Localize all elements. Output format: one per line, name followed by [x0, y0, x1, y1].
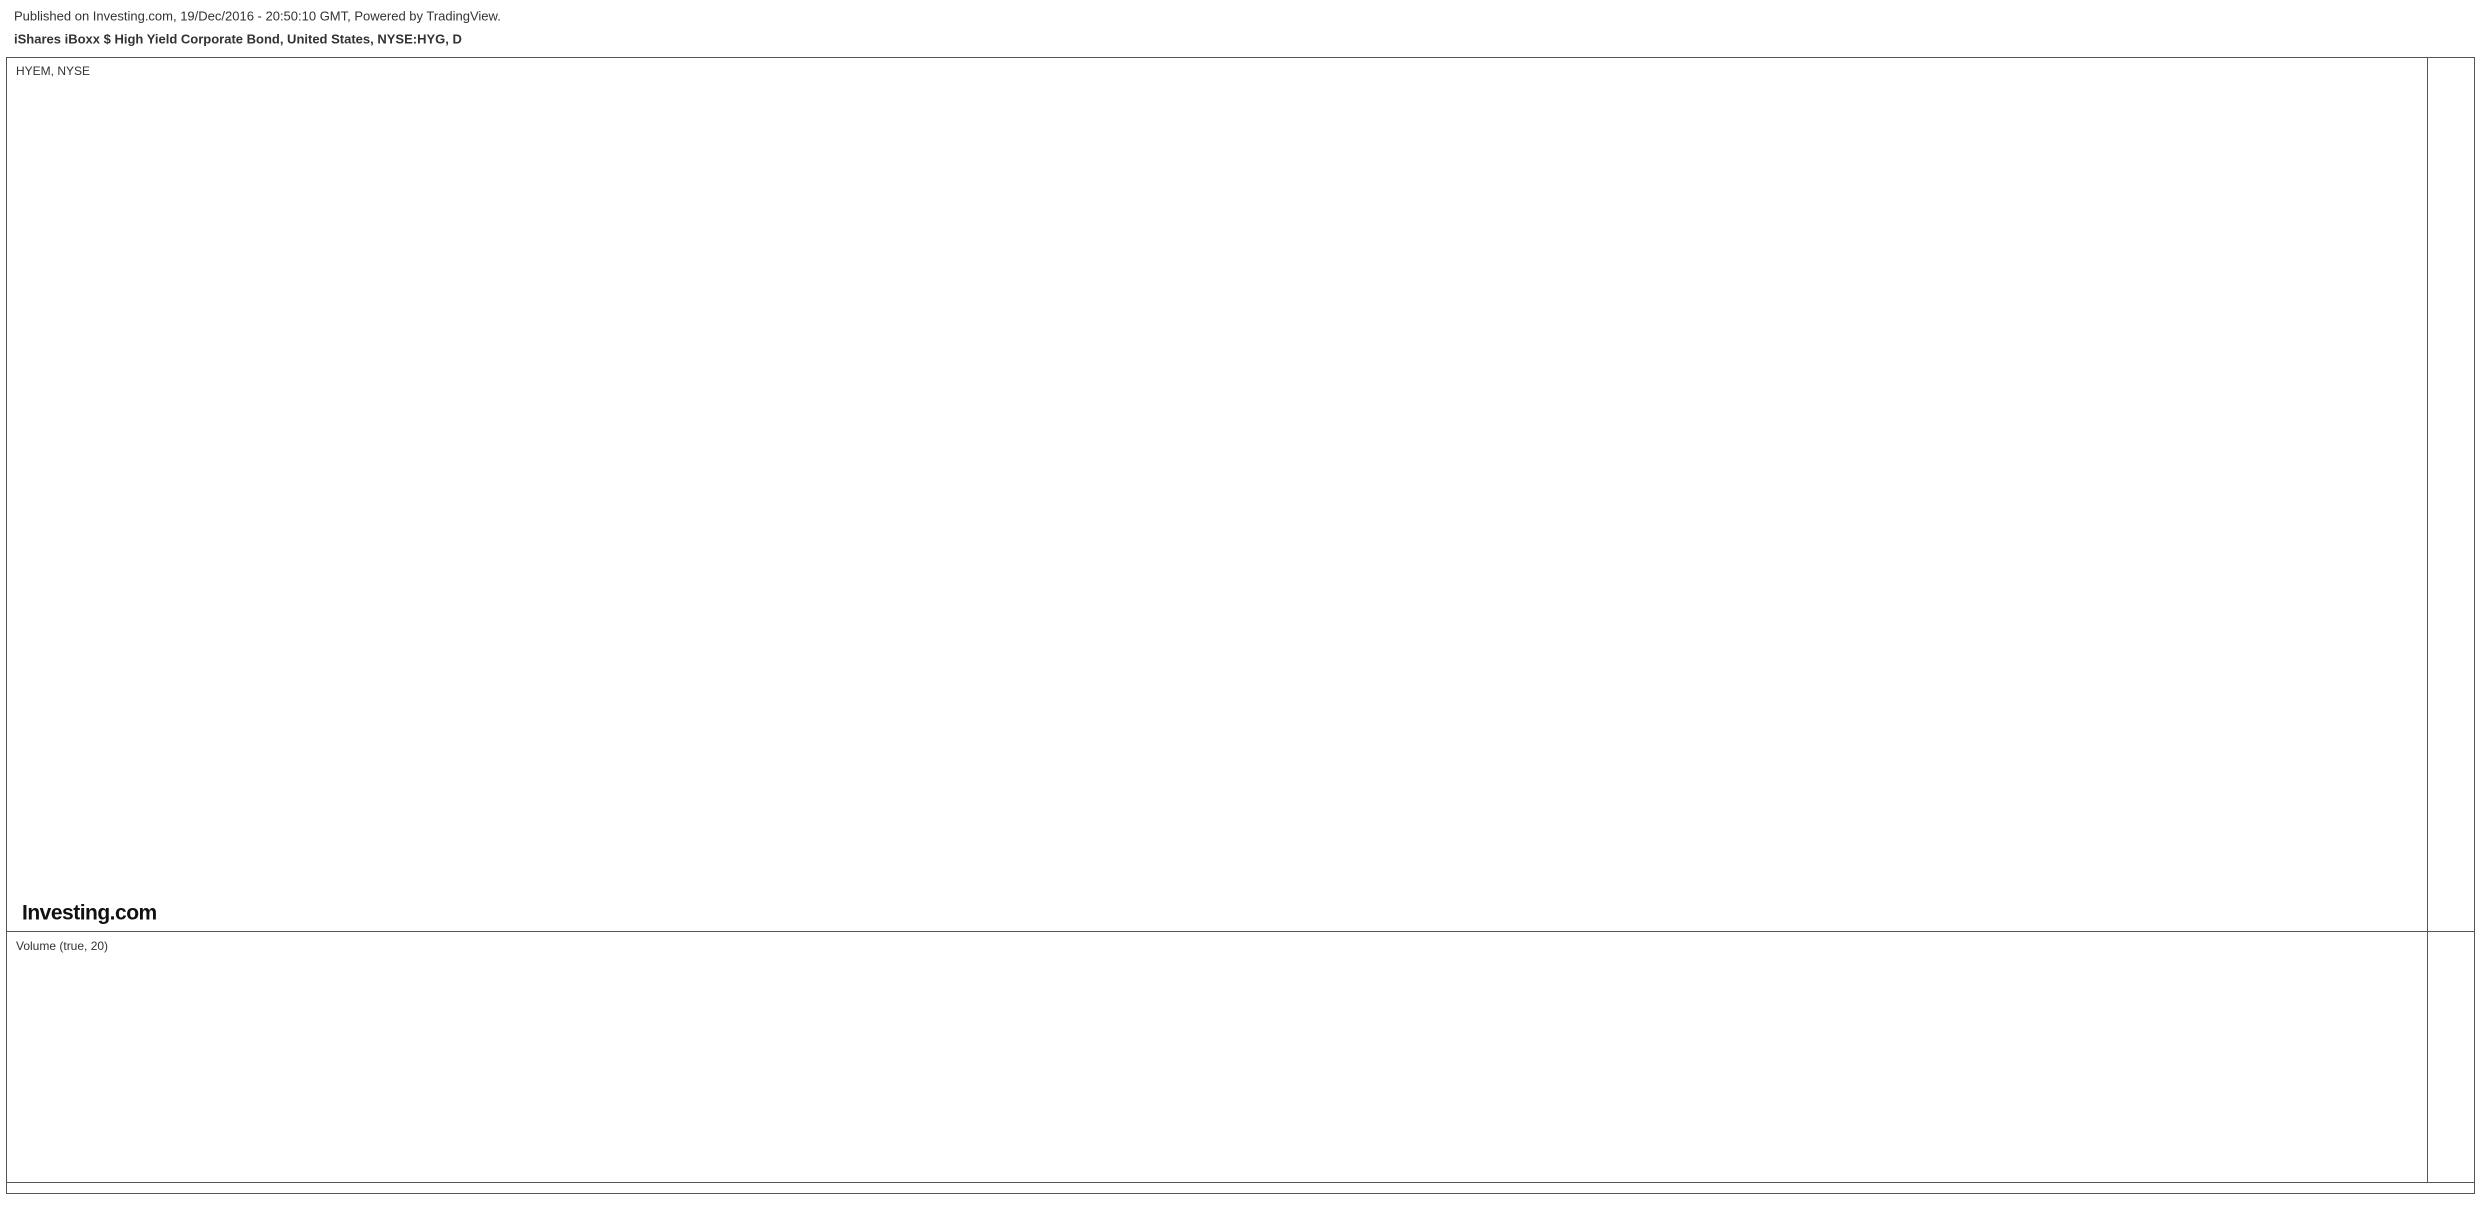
volume-title: Volume (true, 20) — [16, 939, 108, 953]
series-legend: HYEM, NYSE — [16, 64, 90, 78]
chart-subtitle: Published on Investing.com, 19/Dec/2016 … — [14, 8, 501, 23]
frame — [6, 57, 2475, 1194]
chart-title: iShares iBoxx $ High Yield Corporate Bon… — [14, 31, 462, 46]
watermark: Investing.com — [22, 902, 157, 925]
